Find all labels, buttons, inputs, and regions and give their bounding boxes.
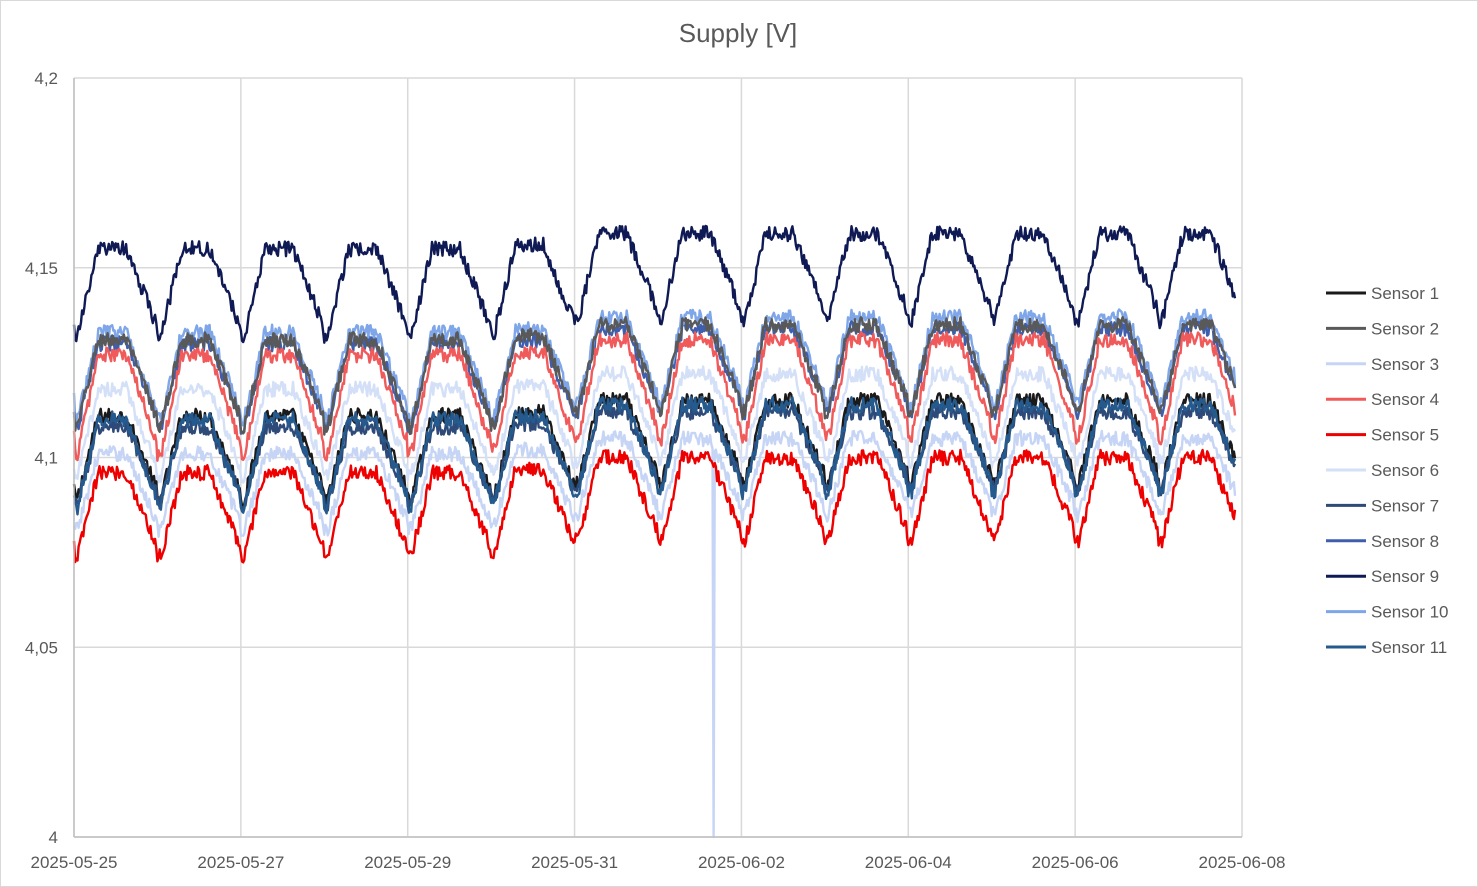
y-tick-label: 4,2 [34,69,58,88]
legend-label: Sensor 5 [1371,426,1439,445]
legend-label: Sensor 1 [1371,284,1439,303]
series-line-3 [72,429,1237,839]
series-line-11 [73,395,1237,516]
series-line-2 [72,315,1237,436]
legend-label: Sensor 4 [1371,390,1439,409]
series-line-5 [72,448,1237,564]
legend-entry[interactable]: Sensor 10 [1326,603,1449,622]
legend-entry[interactable]: Sensor 6 [1326,461,1439,480]
legend-entry[interactable]: Sensor 8 [1326,532,1439,551]
series-line-9 [72,224,1237,344]
legend-label: Sensor 7 [1371,496,1439,515]
legend[interactable]: Sensor 1 Sensor 2 Sensor 3 Sensor 4 Sensor 5… [1326,284,1449,657]
x-tick-label: 2025-06-02 [698,853,785,872]
legend-label: Sensor 9 [1371,567,1439,586]
y-tick-label: 4,05 [25,638,58,657]
legend-label: Sensor 2 [1371,319,1439,338]
legend-label: Sensor 3 [1371,355,1439,374]
series-lines [72,224,1237,839]
legend-label: Sensor 8 [1371,532,1439,551]
chart-title: Supply [V] [678,18,798,48]
series-line-4 [72,331,1237,462]
legend-entry[interactable]: Sensor 3 [1326,355,1439,374]
x-tick-label: 2025-05-27 [197,853,284,872]
x-tick-label: 2025-06-06 [1032,853,1119,872]
x-tick-label: 2025-05-31 [531,853,618,872]
y-tick-label: 4 [49,828,58,847]
series-line-6 [72,365,1237,484]
x-tick-label: 2025-06-04 [865,853,952,872]
legend-entry[interactable]: Sensor 4 [1326,390,1439,409]
legend-label: Sensor 11 [1371,638,1447,657]
legend-label: Sensor 6 [1371,461,1439,480]
y-tick-label: 4,15 [25,259,58,278]
legend-entry[interactable]: Sensor 5 [1326,426,1439,445]
x-tick-label: 2025-05-25 [31,853,118,872]
legend-entry[interactable]: Sensor 9 [1326,567,1439,586]
x-tick-label: 2025-06-08 [1199,853,1286,872]
series-line-10 [72,308,1237,428]
axes: 2025-05-25 2025-05-27 2025-05-29 2025-05-31… [25,69,1286,872]
legend-entry[interactable]: Sensor 2 [1326,319,1439,338]
legend-entry[interactable]: Sensor 7 [1326,496,1439,515]
legend-label: Sensor 10 [1371,603,1449,622]
x-tick-label: 2025-05-29 [364,853,451,872]
legend-entry[interactable]: Sensor 1 [1326,284,1439,303]
legend-entry[interactable]: Sensor 11 [1326,638,1447,657]
y-tick-label: 4,1 [34,449,58,468]
